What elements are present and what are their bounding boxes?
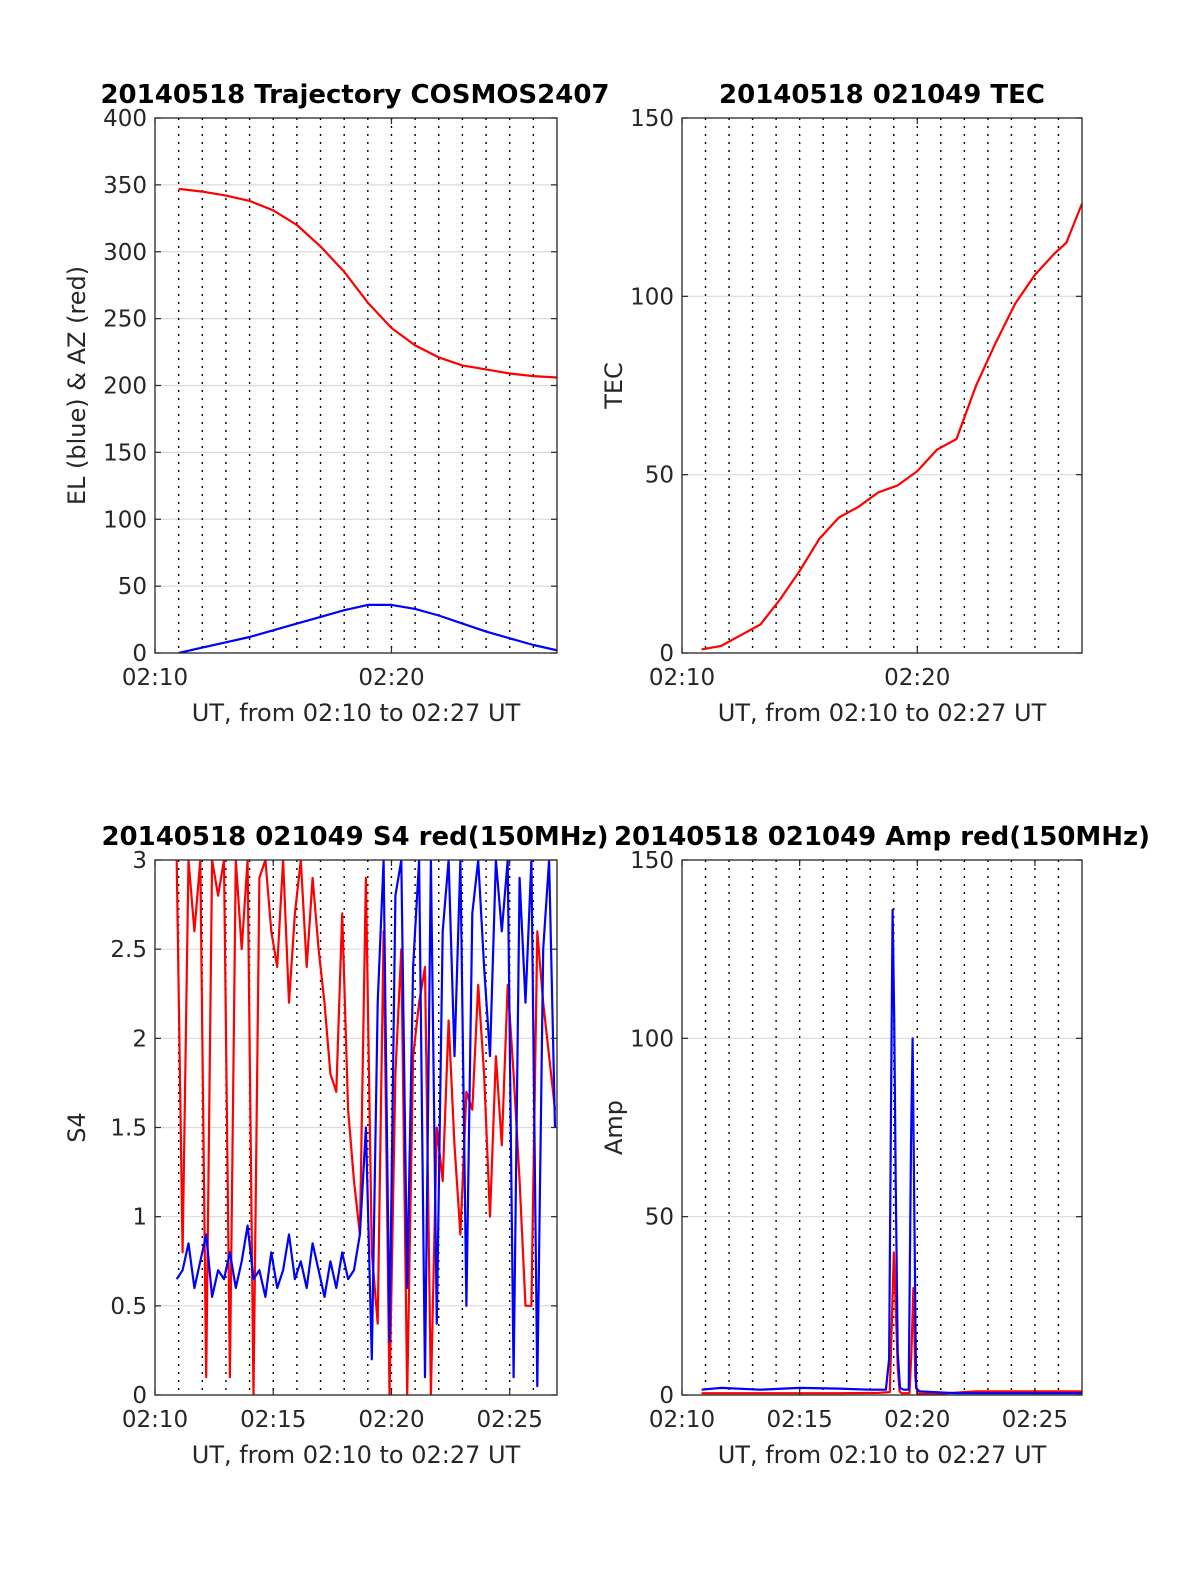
x-tick-label: 02:25	[477, 1407, 543, 1433]
x-tick-label: 02:20	[884, 665, 950, 691]
x-tick-label: 02:25	[1002, 1407, 1068, 1433]
y-tick-label: 0	[132, 641, 147, 667]
trajectory-panel: 0 50 100 150 200 250 300 350 400 02:10 02:20 UT, fr…	[63, 80, 610, 727]
y-tick-label: 50	[645, 463, 674, 489]
blue-series-line	[175, 860, 557, 1388]
x-axis-label: UT, from 02:10 to 02:27 UT	[718, 699, 1047, 727]
y-tick-label: 250	[103, 307, 147, 333]
y-tick-label: 100	[630, 284, 674, 310]
x-axis-label: UT, from 02:10 to 02:27 UT	[718, 1441, 1047, 1469]
y-axis-label: Amp	[600, 1100, 628, 1155]
axes-frame	[681, 117, 1083, 654]
y-tick-label: 400	[103, 106, 147, 132]
y-tick-label: 0.5	[110, 1294, 147, 1320]
y-tick-label: 0	[659, 1383, 674, 1409]
y-tick-label: 150	[103, 440, 147, 466]
x-tick-label: 02:15	[766, 1407, 832, 1433]
y-axis-label: S4	[63, 1112, 91, 1143]
tec-panel: 0 50 100 150 02:10 02:20 UT, from 02:10 to 02:…	[600, 80, 1083, 727]
y-tick-label: 100	[103, 507, 147, 533]
x-axis-label: UT, from 02:10 to 02:27 UT	[192, 699, 521, 727]
red-series-line	[701, 1251, 1082, 1395]
y-tick-label: 300	[103, 240, 147, 266]
amp-panel: 0 50 100 150 02:10 02:15 02:20 02:25 UT, from 02…	[600, 822, 1150, 1469]
y-tick-label: 50	[118, 574, 147, 600]
y-tick-label: 200	[103, 374, 147, 400]
axes-frame	[681, 859, 1083, 1396]
y-tick-label: 1.5	[110, 1116, 147, 1142]
s4-panel: 0 0.5 1 1.5 2 2.5 3 02:10 02:15 02:20 02:25 UT, fro…	[63, 822, 609, 1469]
x-tick-label: 02:20	[358, 665, 424, 691]
y-tick-label: 100	[630, 1026, 674, 1052]
y-axis-label: TEC	[600, 362, 628, 410]
y-axis-label: EL (blue) & AZ (red)	[63, 266, 91, 505]
x-tick-label: 02:10	[649, 1407, 715, 1433]
y-tick-label: 50	[645, 1205, 674, 1231]
y-tick-label: 2	[132, 1026, 147, 1052]
y-tick-label: 150	[630, 106, 674, 132]
blue-series-line	[701, 908, 1082, 1395]
y-tick-label: 0	[132, 1383, 147, 1409]
red-series-line	[175, 860, 557, 1395]
y-tick-label: 2.5	[110, 937, 147, 963]
x-tick-label: 02:20	[358, 1407, 424, 1433]
x-tick-label: 02:20	[884, 1407, 950, 1433]
blue-series-line	[178, 603, 557, 653]
x-tick-label: 02:10	[122, 665, 188, 691]
chart-title: 20140518 021049 TEC	[719, 80, 1045, 110]
chart-title: 20140518 021049 S4 red(150MHz)	[101, 822, 608, 852]
red-series-line	[178, 187, 557, 379]
y-tick-label: 3	[132, 848, 147, 874]
x-tick-label: 02:15	[240, 1407, 306, 1433]
y-tick-label: 0	[659, 641, 674, 667]
chart-title: 20140518 Trajectory COSMOS2407	[100, 80, 609, 110]
red-series-line	[701, 203, 1082, 651]
y-tick-label: 350	[103, 173, 147, 199]
y-tick-label: 150	[630, 848, 674, 874]
y-tick-label: 1	[132, 1205, 147, 1231]
x-tick-label: 02:10	[122, 1407, 188, 1433]
chart-title: 20140518 021049 Amp red(150MHz)	[614, 822, 1150, 852]
x-axis-label: UT, from 02:10 to 02:27 UT	[192, 1441, 521, 1469]
x-tick-label: 02:10	[649, 665, 715, 691]
